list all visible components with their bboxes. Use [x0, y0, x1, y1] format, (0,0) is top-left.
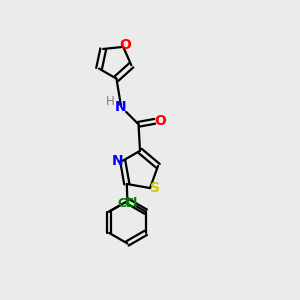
- Text: N: N: [115, 100, 127, 114]
- Text: O: O: [119, 38, 131, 52]
- Text: N: N: [112, 154, 123, 168]
- Text: Cl: Cl: [124, 197, 138, 210]
- Text: H: H: [106, 95, 115, 108]
- Text: Cl: Cl: [117, 197, 130, 210]
- Text: O: O: [154, 114, 166, 128]
- Text: S: S: [150, 181, 160, 195]
